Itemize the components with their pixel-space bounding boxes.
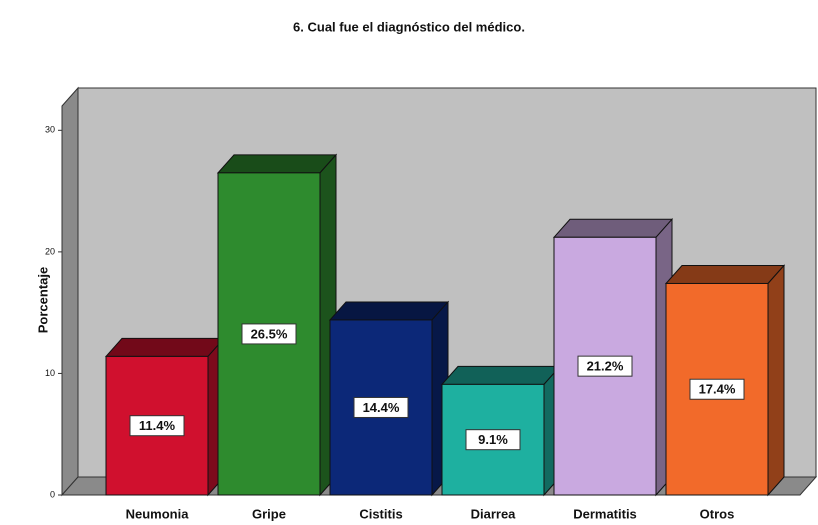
chart-title: 6. Cual fue el diagnóstico del médico. <box>293 19 525 34</box>
bar-top <box>440 365 562 385</box>
bar-top <box>216 154 338 174</box>
bar <box>552 217 674 497</box>
bar <box>328 300 450 497</box>
value-label: 26.5% <box>251 326 288 341</box>
bar-top <box>328 301 450 321</box>
value-label-box <box>689 378 745 400</box>
y-tick-label: 0 <box>50 489 55 499</box>
bar-side <box>767 264 785 497</box>
y-axis-label: Porcentaje <box>35 267 50 333</box>
value-label-box <box>577 355 633 377</box>
bar-top <box>552 218 674 238</box>
value-label: 14.4% <box>363 400 400 415</box>
value-label: 9.1% <box>478 432 508 447</box>
value-label-box <box>241 323 297 345</box>
bar <box>216 153 338 497</box>
y-tick-label: 10 <box>45 368 55 378</box>
bar-top <box>104 337 226 357</box>
value-label-box <box>465 429 521 451</box>
x-tick-label: Dermatitis <box>573 506 637 521</box>
x-tick-label: Neumonia <box>126 506 190 521</box>
bar <box>440 365 562 497</box>
x-tick-label: Gripe <box>252 506 286 521</box>
x-tick-label: Otros <box>700 506 735 521</box>
bar-top <box>664 264 786 284</box>
y-tick-label: 30 <box>45 125 55 135</box>
value-label-box <box>353 396 409 418</box>
value-label-box <box>129 415 185 437</box>
bar <box>664 264 786 497</box>
x-tick-label: Diarrea <box>471 506 517 521</box>
y-tick-label: 20 <box>45 246 55 256</box>
value-label: 17.4% <box>699 382 736 397</box>
value-label: 11.4% <box>139 418 176 433</box>
value-label: 21.2% <box>587 359 624 374</box>
x-tick-label: Cistitis <box>359 506 402 521</box>
side-wall <box>61 86 79 497</box>
